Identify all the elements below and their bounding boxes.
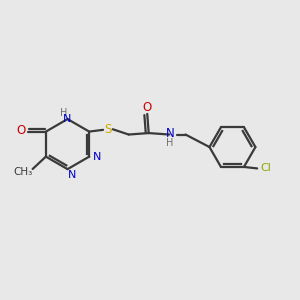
Text: H: H <box>60 108 68 118</box>
Text: N: N <box>166 127 174 140</box>
Text: N: N <box>93 152 102 162</box>
Text: N: N <box>63 114 72 124</box>
Text: Cl: Cl <box>261 164 272 173</box>
Text: S: S <box>104 123 111 136</box>
Text: O: O <box>16 124 26 136</box>
Text: CH₃: CH₃ <box>14 167 33 177</box>
Text: N: N <box>68 170 76 180</box>
Text: H: H <box>166 138 174 148</box>
Text: O: O <box>142 101 152 114</box>
